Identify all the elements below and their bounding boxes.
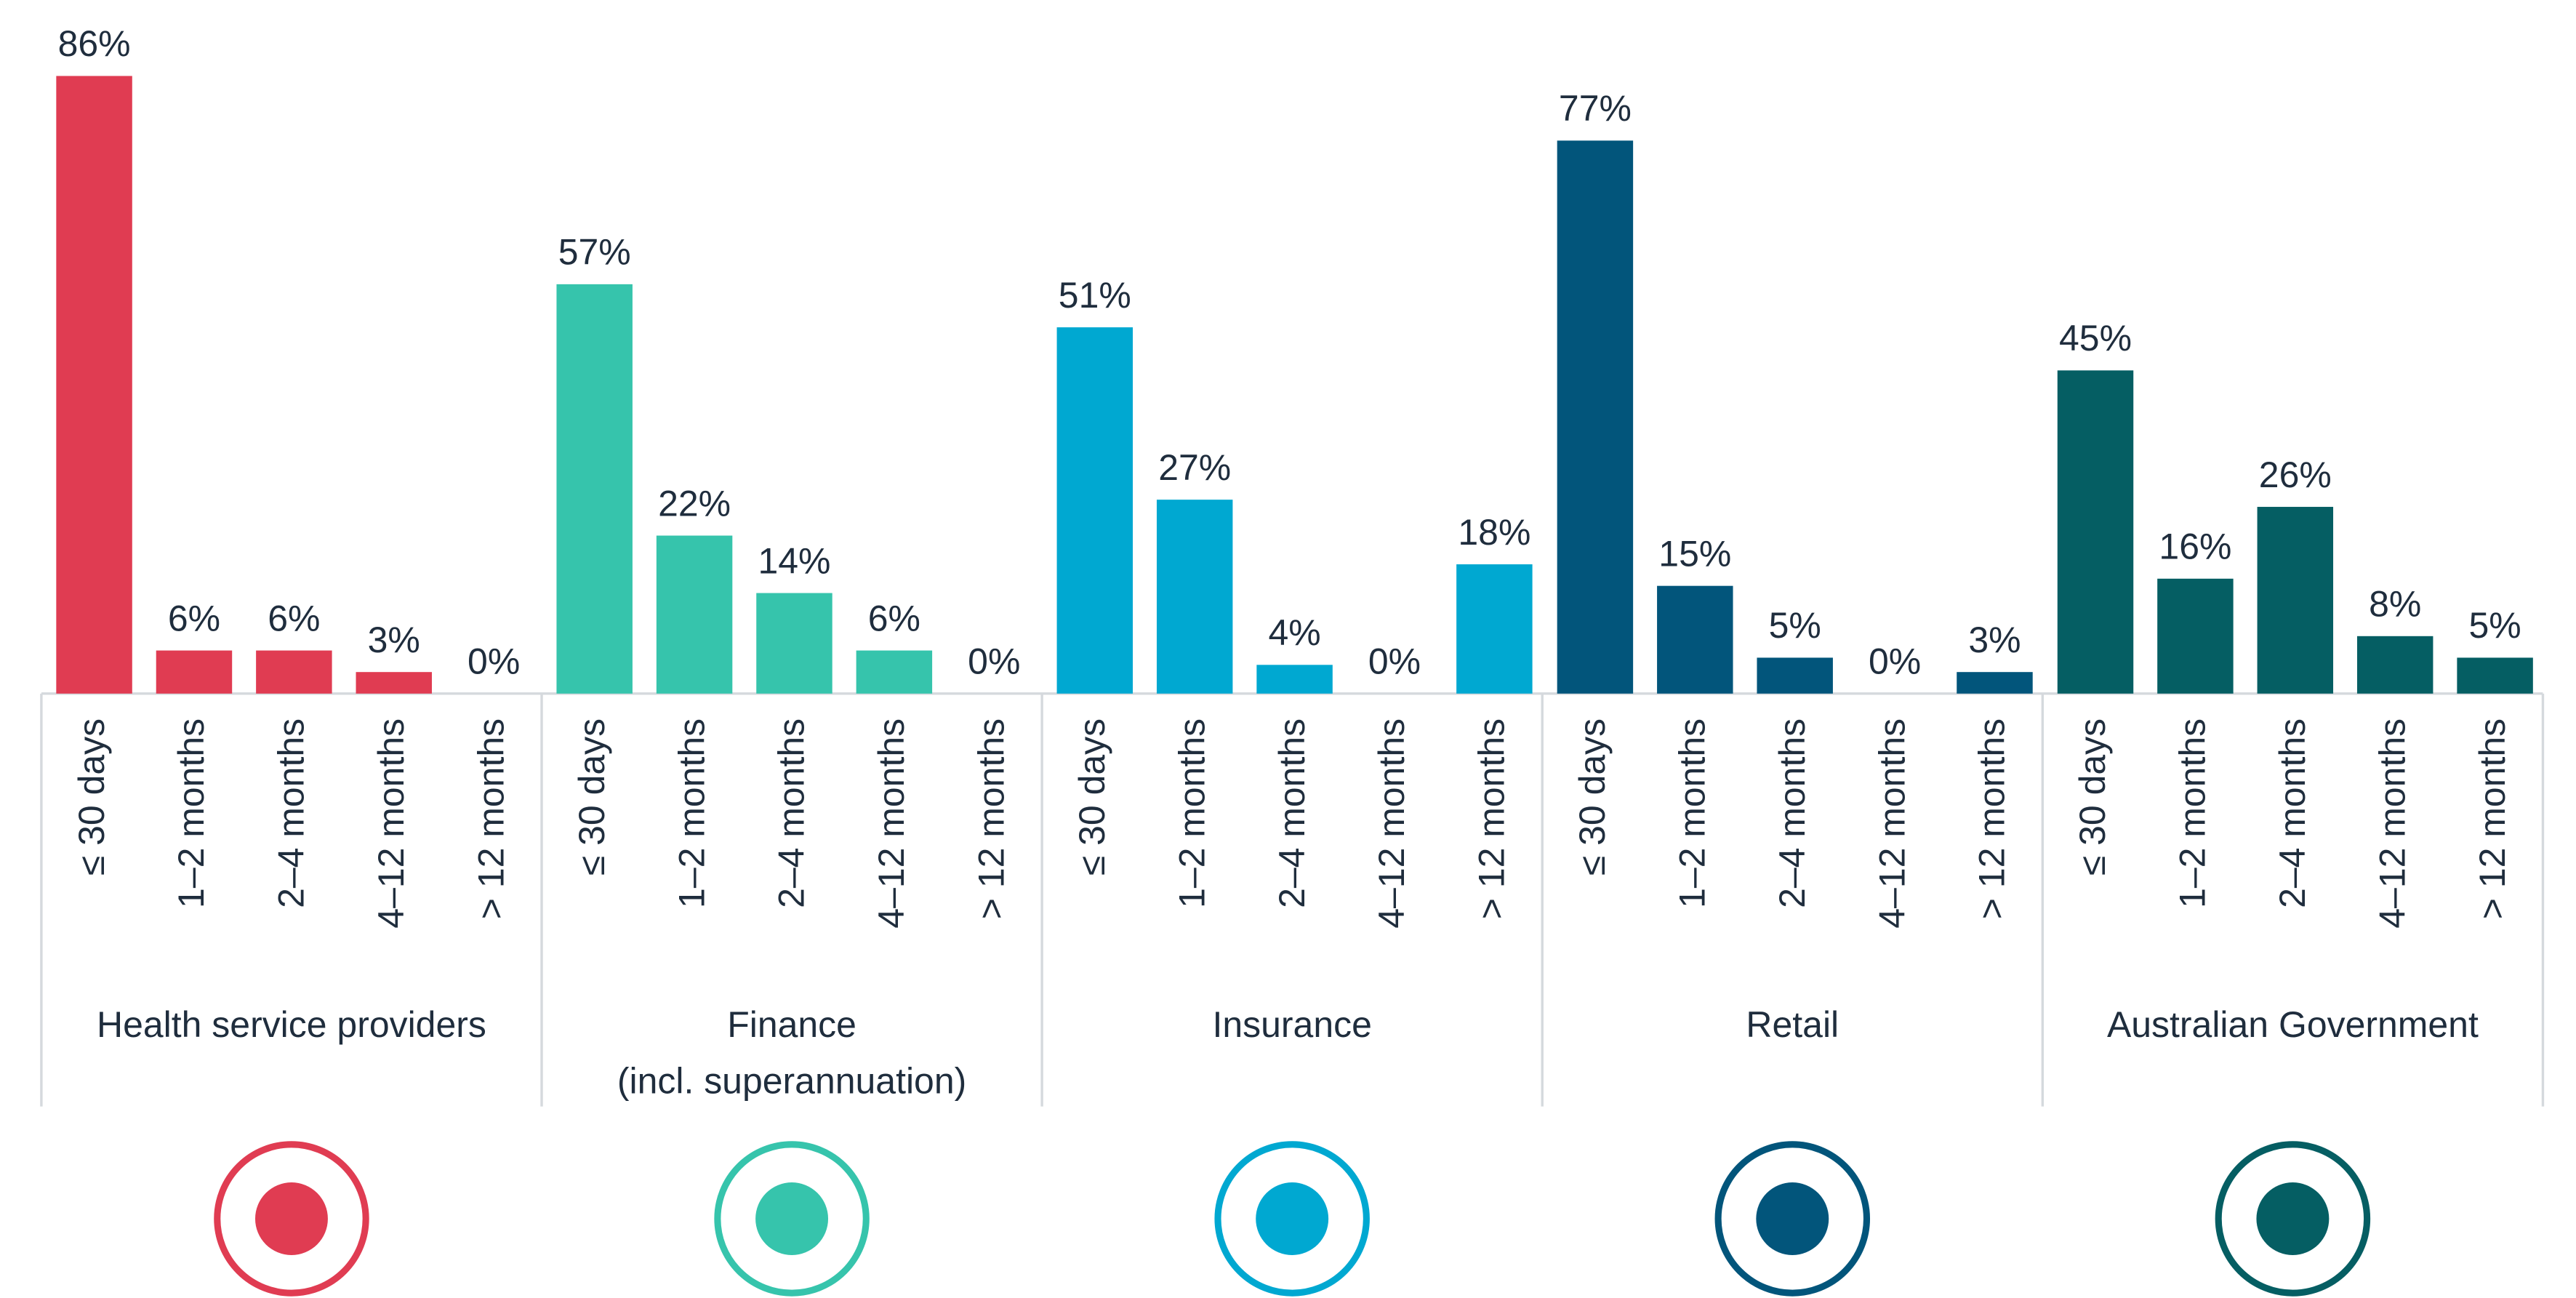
- value-label: 77%: [1559, 88, 1632, 129]
- category-label: 4–12 months: [871, 718, 912, 929]
- bar: [2457, 657, 2533, 694]
- value-label: 8%: [2369, 584, 2421, 625]
- group-icon: [214, 1141, 369, 1297]
- value-label: 86%: [58, 23, 131, 64]
- group-label: Insurance: [1212, 1004, 1371, 1045]
- bar: [656, 535, 733, 694]
- category-label: 2–4 months: [771, 718, 812, 908]
- group-icon-glyph: [755, 1182, 829, 1255]
- category-label: 1–2 months: [171, 718, 212, 908]
- value-label: 51%: [1059, 275, 1131, 316]
- category-label: 4–12 months: [371, 718, 412, 929]
- value-label: 45%: [2059, 318, 2132, 358]
- bar: [1456, 564, 1533, 694]
- value-label: 0%: [1869, 641, 1921, 682]
- category-label: 1–2 months: [1171, 718, 1212, 908]
- bar: [1156, 500, 1233, 694]
- bar: [756, 593, 832, 694]
- group-label: Finance: [727, 1004, 856, 1045]
- bar: [2356, 636, 2433, 694]
- category-label: ≤ 30 days: [71, 718, 112, 876]
- value-label: 57%: [558, 232, 631, 273]
- category-label: ≤ 30 days: [1072, 718, 1112, 876]
- value-label: 3%: [1968, 620, 2021, 660]
- bar: [1056, 327, 1133, 694]
- group-label: Australian Government: [2107, 1004, 2479, 1045]
- bar: [156, 650, 233, 694]
- value-label: 22%: [658, 483, 731, 524]
- category-label: 1–2 months: [671, 718, 712, 908]
- category-label: > 12 months: [2472, 718, 2513, 919]
- group-label: (incl. superannuation): [617, 1060, 966, 1101]
- group-label: Retail: [1746, 1004, 1839, 1045]
- value-label: 5%: [1769, 605, 1821, 646]
- category-label: > 12 months: [971, 718, 1011, 919]
- value-label: 26%: [2259, 454, 2332, 495]
- category-label: > 12 months: [1972, 718, 2013, 919]
- category-label: > 12 months: [1472, 718, 1512, 919]
- value-label: 0%: [1368, 641, 1421, 682]
- value-label: 16%: [2159, 526, 2231, 567]
- bar: [356, 672, 432, 694]
- bar: [2257, 507, 2334, 694]
- category-label: 1–2 months: [1672, 718, 1713, 908]
- group-icon-glyph: [254, 1182, 328, 1255]
- category-label: ≤ 30 days: [1572, 718, 1613, 876]
- value-label: 6%: [268, 598, 320, 638]
- value-label: 4%: [1268, 612, 1320, 653]
- bar: [56, 76, 132, 694]
- bar: [1657, 585, 1733, 694]
- group-icon-glyph: [1256, 1182, 1329, 1255]
- value-label: 3%: [368, 620, 420, 660]
- value-label: 27%: [1158, 447, 1231, 488]
- bar: [556, 284, 633, 694]
- group-icon: [1714, 1141, 1871, 1297]
- value-label: 6%: [868, 598, 920, 638]
- group-label: Health service providers: [97, 1004, 486, 1045]
- value-label: 0%: [968, 641, 1020, 682]
- group-icon: [2215, 1141, 2371, 1297]
- value-label: 18%: [1458, 512, 1530, 553]
- category-label: 2–4 months: [271, 718, 312, 908]
- group-icon: [1214, 1141, 1370, 1297]
- value-label: 6%: [168, 598, 220, 638]
- bar: [1256, 665, 1333, 694]
- category-label: 2–4 months: [1272, 718, 1312, 908]
- group-icon: [714, 1141, 870, 1297]
- value-label: 5%: [2468, 605, 2521, 646]
- bar: [1757, 657, 1833, 694]
- bar: [2057, 370, 2134, 694]
- bar: [1957, 672, 2033, 694]
- category-label: 1–2 months: [2172, 718, 2213, 908]
- bar: [856, 650, 933, 694]
- category-label: 2–4 months: [2272, 718, 2313, 908]
- bar: [256, 650, 332, 694]
- value-label: 0%: [468, 641, 520, 682]
- bar: [1557, 140, 1634, 694]
- category-label: ≤ 30 days: [571, 718, 612, 876]
- value-label: 14%: [758, 540, 830, 581]
- category-label: ≤ 30 days: [2072, 718, 2113, 876]
- value-label: 15%: [1658, 533, 1731, 574]
- category-label: 4–12 months: [1871, 718, 1912, 929]
- bar: [2157, 578, 2234, 694]
- group-icon-glyph: [2256, 1182, 2330, 1255]
- group-icon-glyph: [1756, 1182, 1829, 1255]
- category-label: > 12 months: [470, 718, 511, 919]
- category-label: 2–4 months: [1772, 718, 1813, 908]
- category-label: 4–12 months: [1371, 718, 1412, 929]
- category-label: 4–12 months: [2372, 718, 2412, 929]
